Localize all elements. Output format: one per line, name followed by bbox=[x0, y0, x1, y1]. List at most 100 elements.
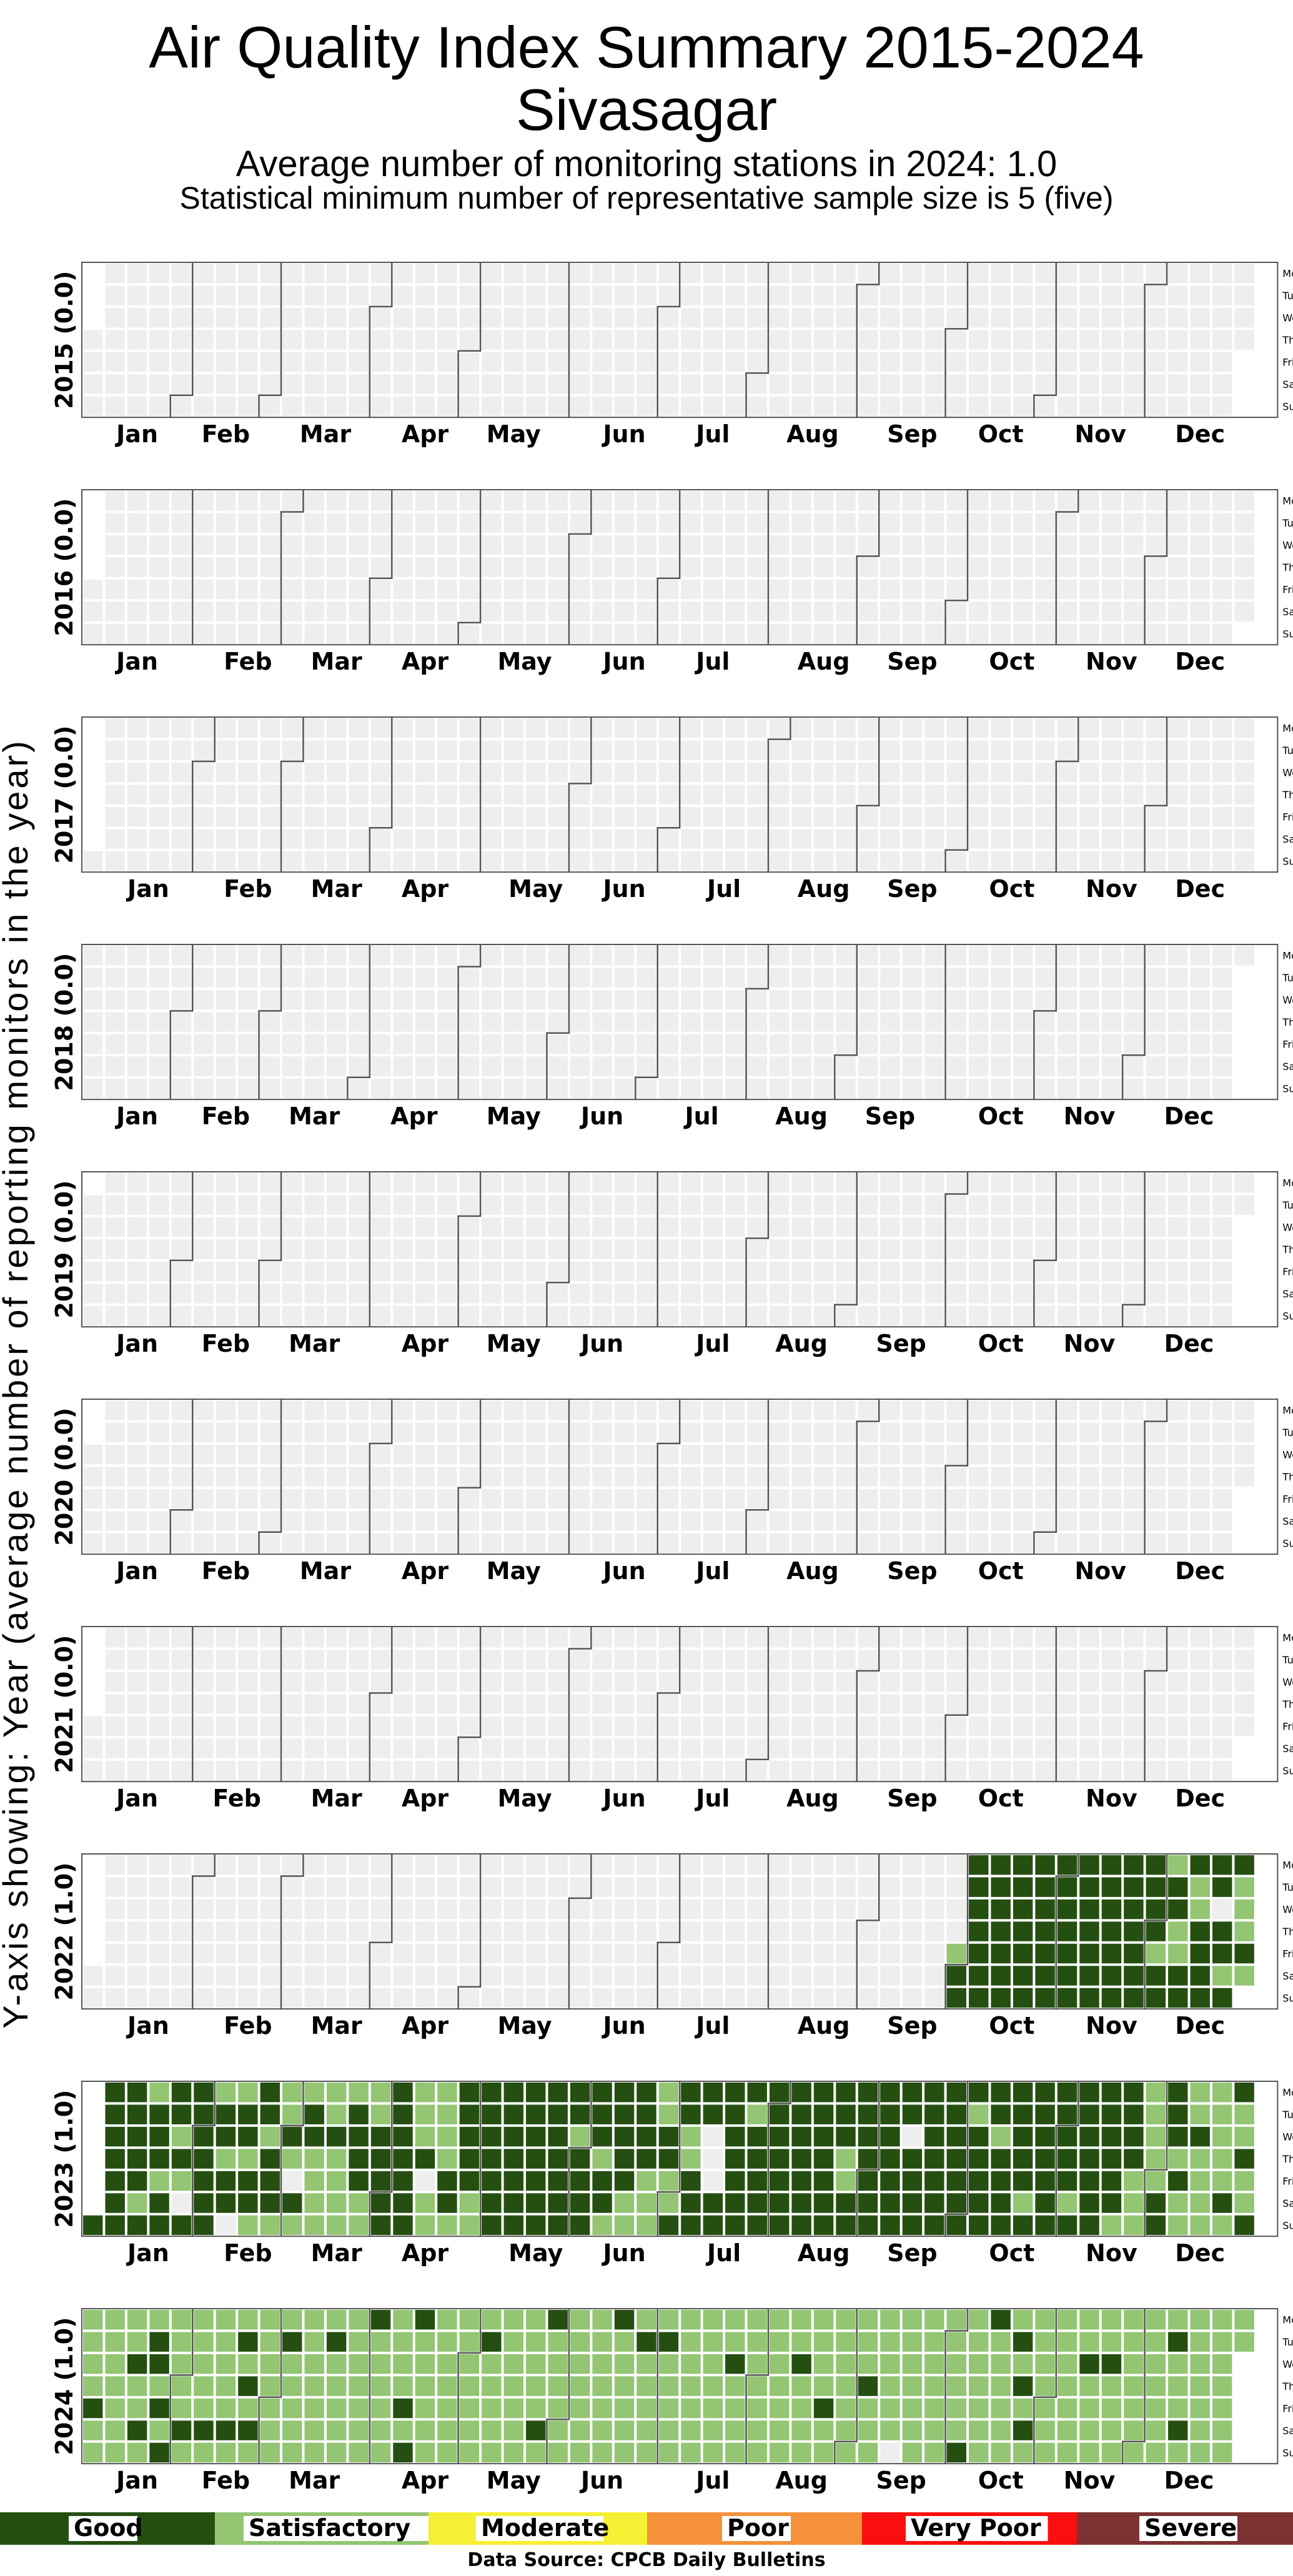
day-cell bbox=[1146, 989, 1166, 1010]
day-cell bbox=[326, 264, 347, 284]
day-cell bbox=[570, 989, 590, 1010]
day-cell bbox=[1013, 989, 1033, 1010]
day-cell bbox=[1101, 2442, 1122, 2463]
day-cell bbox=[946, 352, 966, 372]
day-cell bbox=[747, 1012, 767, 1032]
day-cell bbox=[969, 2171, 989, 2191]
day-cell bbox=[548, 1284, 568, 1304]
year-panel: JanFebMarAprMayJunJulAugSepOctNovDecMonT… bbox=[51, 2081, 1293, 2267]
day-cell bbox=[238, 513, 258, 533]
day-cell bbox=[194, 513, 214, 533]
day-cell bbox=[282, 1489, 302, 1509]
day-cell bbox=[791, 1694, 811, 1714]
day-cell bbox=[858, 1716, 878, 1736]
weekday-label: Sat bbox=[1282, 2197, 1293, 2209]
day-cell bbox=[1234, 264, 1254, 284]
day-cell bbox=[969, 829, 989, 849]
day-cell bbox=[747, 1489, 767, 1509]
day-cell bbox=[393, 1716, 413, 1736]
day-cell bbox=[482, 1943, 502, 1964]
day-cell bbox=[858, 968, 878, 988]
day-cell bbox=[1212, 1305, 1232, 1326]
day-cell bbox=[282, 2215, 302, 2236]
day-cell bbox=[1168, 1899, 1188, 1920]
day-cell bbox=[836, 2310, 856, 2330]
day-cell bbox=[858, 1489, 878, 1509]
day-cell bbox=[836, 806, 856, 827]
year-panel: JanFebMarAprMayJunJulAugSepOctNovDecMonT… bbox=[51, 1626, 1293, 1812]
day-cell bbox=[1057, 1511, 1078, 1531]
day-cell bbox=[991, 602, 1011, 622]
day-cell bbox=[326, 307, 347, 328]
day-cell bbox=[526, 491, 546, 511]
day-cell bbox=[548, 2104, 568, 2124]
day-cell bbox=[570, 1694, 590, 1714]
day-cell bbox=[171, 2171, 192, 2191]
day-cell bbox=[171, 2398, 192, 2419]
day-cell bbox=[1013, 1943, 1033, 1964]
day-cell bbox=[791, 2354, 811, 2374]
day-cell bbox=[1146, 1988, 1166, 2008]
weekday-label: Fri bbox=[1282, 2176, 1293, 2187]
day-cell bbox=[326, 1239, 347, 1259]
day-cell bbox=[282, 1173, 302, 1193]
day-cell bbox=[769, 2376, 790, 2396]
day-cell bbox=[637, 307, 656, 328]
day-cell bbox=[1079, 1261, 1099, 1282]
day-cell bbox=[592, 2083, 612, 2103]
day-cell bbox=[1101, 1511, 1122, 1531]
day-cell bbox=[791, 579, 811, 600]
day-cell bbox=[194, 579, 214, 600]
day-cell bbox=[658, 2376, 679, 2396]
day-cell bbox=[1013, 968, 1033, 988]
day-cell bbox=[503, 513, 523, 533]
day-cell bbox=[194, 285, 214, 305]
day-cell bbox=[1101, 264, 1122, 284]
day-cell bbox=[791, 1444, 811, 1465]
day-cell bbox=[1146, 2398, 1166, 2419]
day-cell bbox=[304, 718, 324, 738]
day-cell bbox=[791, 806, 811, 827]
day-cell bbox=[991, 579, 1011, 600]
day-cell bbox=[1101, 1650, 1122, 1670]
day-cell bbox=[725, 1988, 745, 2008]
month-label: Sep bbox=[887, 875, 937, 903]
day-cell bbox=[503, 579, 523, 600]
day-cell bbox=[1146, 1305, 1166, 1326]
day-cell bbox=[149, 1261, 169, 1282]
day-cell bbox=[105, 1012, 125, 1032]
day-cell bbox=[880, 989, 900, 1010]
day-cell bbox=[194, 535, 214, 555]
day-cell bbox=[769, 1672, 790, 1692]
month-label: Feb bbox=[224, 2239, 272, 2267]
day-cell bbox=[171, 1855, 192, 1875]
day-cell bbox=[83, 1444, 103, 1465]
day-cell bbox=[1079, 1877, 1099, 1897]
day-cell bbox=[747, 1239, 767, 1259]
day-cell bbox=[459, 1422, 480, 1442]
day-cell bbox=[482, 1217, 502, 1237]
day-cell bbox=[393, 1855, 413, 1875]
day-cell bbox=[946, 740, 966, 760]
day-cell bbox=[349, 1760, 369, 1781]
day-cell bbox=[570, 1034, 590, 1054]
day-cell bbox=[791, 307, 811, 328]
day-cell bbox=[415, 1056, 435, 1076]
day-cell bbox=[1190, 2149, 1210, 2169]
day-cell bbox=[747, 1305, 767, 1326]
day-cell bbox=[482, 1284, 502, 1304]
day-cell bbox=[1013, 535, 1033, 555]
day-cell bbox=[1212, 1056, 1232, 1076]
day-cell bbox=[1013, 1012, 1033, 1032]
day-cell bbox=[946, 1195, 966, 1215]
day-cell bbox=[548, 1400, 568, 1420]
day-cell bbox=[149, 806, 169, 827]
day-cell bbox=[1035, 2215, 1055, 2236]
day-cell bbox=[592, 535, 612, 555]
day-cell bbox=[614, 806, 635, 827]
day-cell bbox=[681, 968, 701, 988]
day-cell bbox=[1079, 1899, 1099, 1920]
day-cell bbox=[1124, 2420, 1144, 2440]
day-cell bbox=[437, 2420, 457, 2440]
day-cell bbox=[260, 2442, 280, 2463]
